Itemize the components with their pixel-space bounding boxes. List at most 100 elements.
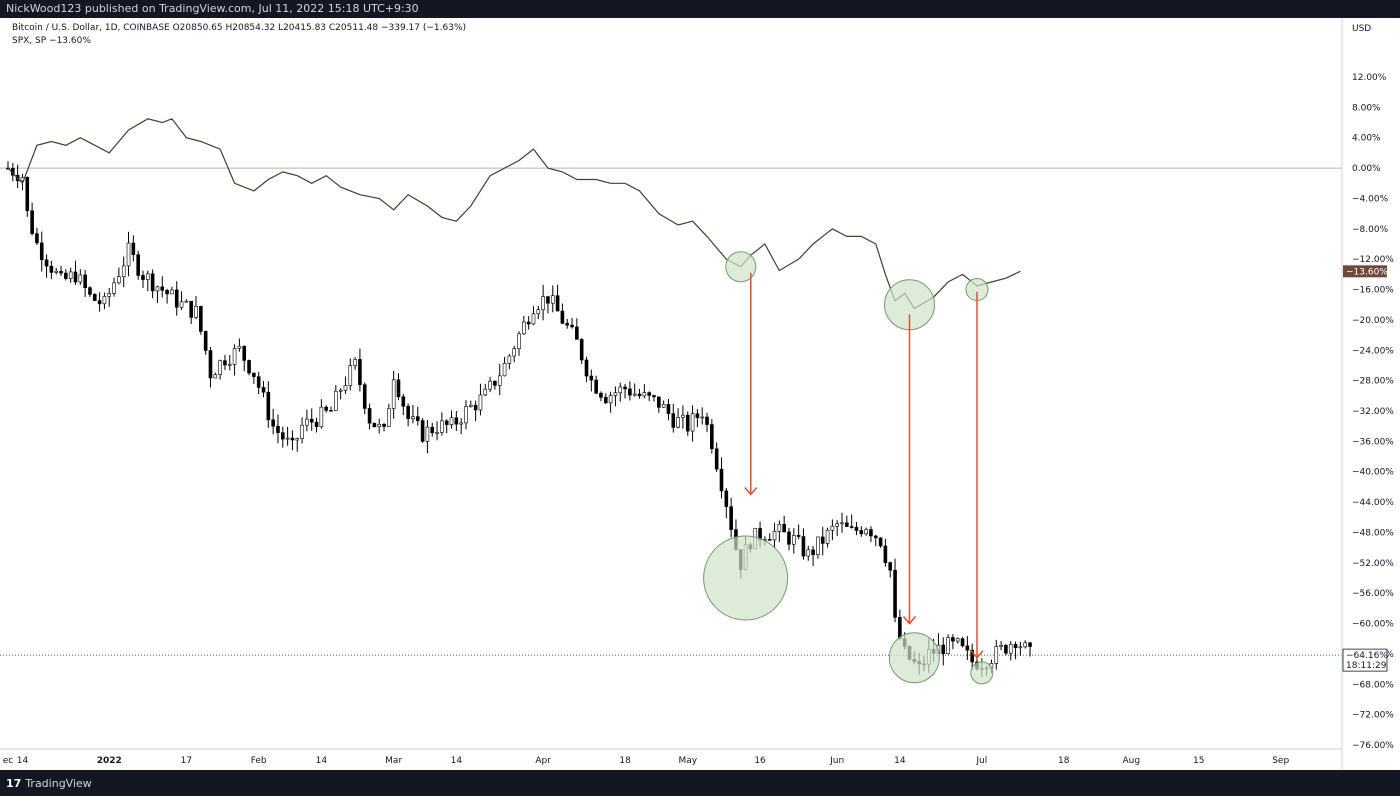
candle-body — [78, 274, 83, 283]
candle-body — [541, 296, 545, 310]
y-tick-label: −68.00% — [1352, 680, 1394, 690]
candle-body — [435, 432, 439, 434]
y-tick-label: 0.00% — [1352, 164, 1381, 174]
footer-bar: 17 TradingView — [0, 770, 1400, 796]
candle-body — [420, 420, 425, 442]
candle-body — [782, 523, 786, 533]
candle-body — [613, 392, 618, 396]
y-tick-label: −8.00% — [1352, 225, 1389, 235]
candle-body — [266, 391, 271, 421]
candle-body — [179, 301, 184, 308]
candle-body — [136, 254, 140, 276]
candle-body — [391, 379, 396, 409]
candle-body — [59, 270, 63, 274]
x-tick-label: 14 — [451, 756, 463, 766]
candle-body — [811, 549, 815, 556]
candle-body — [459, 422, 463, 425]
candle-body — [531, 313, 536, 325]
drop-arrow-head — [902, 616, 917, 625]
candle-body — [387, 408, 391, 427]
candle-body — [584, 359, 589, 377]
candle-body — [1028, 642, 1032, 647]
low-highlight-circle — [725, 251, 757, 283]
spx-layer — [7, 118, 1021, 310]
candle-body — [719, 468, 724, 492]
x-tick-label: 18 — [619, 756, 631, 766]
candle-body — [1004, 645, 1008, 654]
candle-body — [237, 346, 242, 349]
candle-body — [107, 293, 112, 297]
candle-body — [960, 638, 965, 647]
candle-body — [657, 396, 661, 408]
candle-body — [767, 539, 772, 541]
x-tick-label: Sep — [1272, 756, 1289, 766]
candle-body — [517, 333, 521, 349]
candle-body — [594, 379, 598, 394]
x-tick-label: May — [678, 756, 697, 766]
y-tick-label: −36.00% — [1352, 437, 1394, 447]
candle-body — [608, 395, 613, 404]
candle-body — [309, 418, 314, 423]
candle-body — [946, 637, 950, 654]
candle-body — [83, 274, 87, 288]
candle-body — [425, 426, 430, 442]
candle-body — [285, 437, 290, 440]
y-tick-label: −48.00% — [1352, 528, 1394, 538]
publisher-text: NickWood123 published on TradingView.com… — [6, 2, 419, 15]
candle-body — [112, 282, 116, 294]
candle-body — [184, 300, 189, 303]
candle-body — [382, 424, 386, 427]
candle-body — [334, 390, 338, 411]
legend: Bitcoin / U.S. Dollar, 1D, COINBASE O208… — [12, 22, 466, 48]
candle-body — [579, 339, 584, 361]
candle-body — [160, 286, 165, 291]
candle-body — [305, 418, 309, 426]
candle-body — [830, 525, 835, 531]
y-tick-label: −12.00% — [1352, 255, 1394, 265]
publisher-bar: NickWood123 published on TradingView.com… — [0, 0, 1400, 18]
candle-body — [965, 645, 970, 651]
tradingview-logo[interactable]: 17 TradingView — [6, 777, 92, 790]
x-tick-label: Jul — [975, 756, 987, 766]
candle-body — [478, 394, 483, 411]
y-tick-label: −60.00% — [1352, 620, 1394, 630]
candle-body — [88, 287, 92, 295]
y-tick-label: −16.00% — [1352, 286, 1394, 296]
candle-body — [44, 259, 49, 267]
candle-body — [550, 295, 555, 304]
candle-body — [869, 529, 873, 537]
candle-body — [411, 416, 415, 420]
candle-body — [473, 404, 478, 411]
candle-body — [859, 530, 864, 535]
price-axis-unit: USD — [1352, 24, 1371, 34]
candle-body — [256, 376, 261, 388]
candle-body — [777, 523, 782, 532]
candle-body — [358, 359, 362, 385]
candle-body — [941, 644, 946, 654]
low-highlight-circle — [970, 661, 994, 685]
candle-body — [820, 536, 825, 544]
candle-body — [526, 321, 531, 325]
x-tick-label: Feb — [251, 756, 267, 766]
candles-layer — [6, 161, 1032, 677]
candle-body — [690, 413, 695, 432]
candle-body — [362, 384, 367, 409]
candle-body — [695, 413, 700, 418]
candle-body — [700, 416, 705, 419]
candle-body — [406, 405, 410, 420]
candle-body — [92, 294, 97, 301]
x-tick-label: Jun — [829, 756, 844, 766]
candle-body — [873, 535, 878, 539]
candle-body — [329, 410, 333, 412]
candle-body — [666, 404, 671, 414]
x-tick-label: Apr — [535, 756, 551, 766]
y-tick-label: −32.00% — [1352, 407, 1394, 417]
candle-body — [546, 296, 550, 304]
candle-body — [194, 305, 198, 318]
candle-body — [64, 272, 68, 279]
x-tick-label: 17 — [181, 756, 192, 766]
candle-body — [49, 265, 54, 273]
candle-body — [816, 536, 820, 556]
chart-area[interactable]: USD 12.00% 8.00% 4.00% 0.00% −4.00% −8.00% −12.… — [0, 18, 1400, 770]
candle-body — [493, 380, 497, 386]
